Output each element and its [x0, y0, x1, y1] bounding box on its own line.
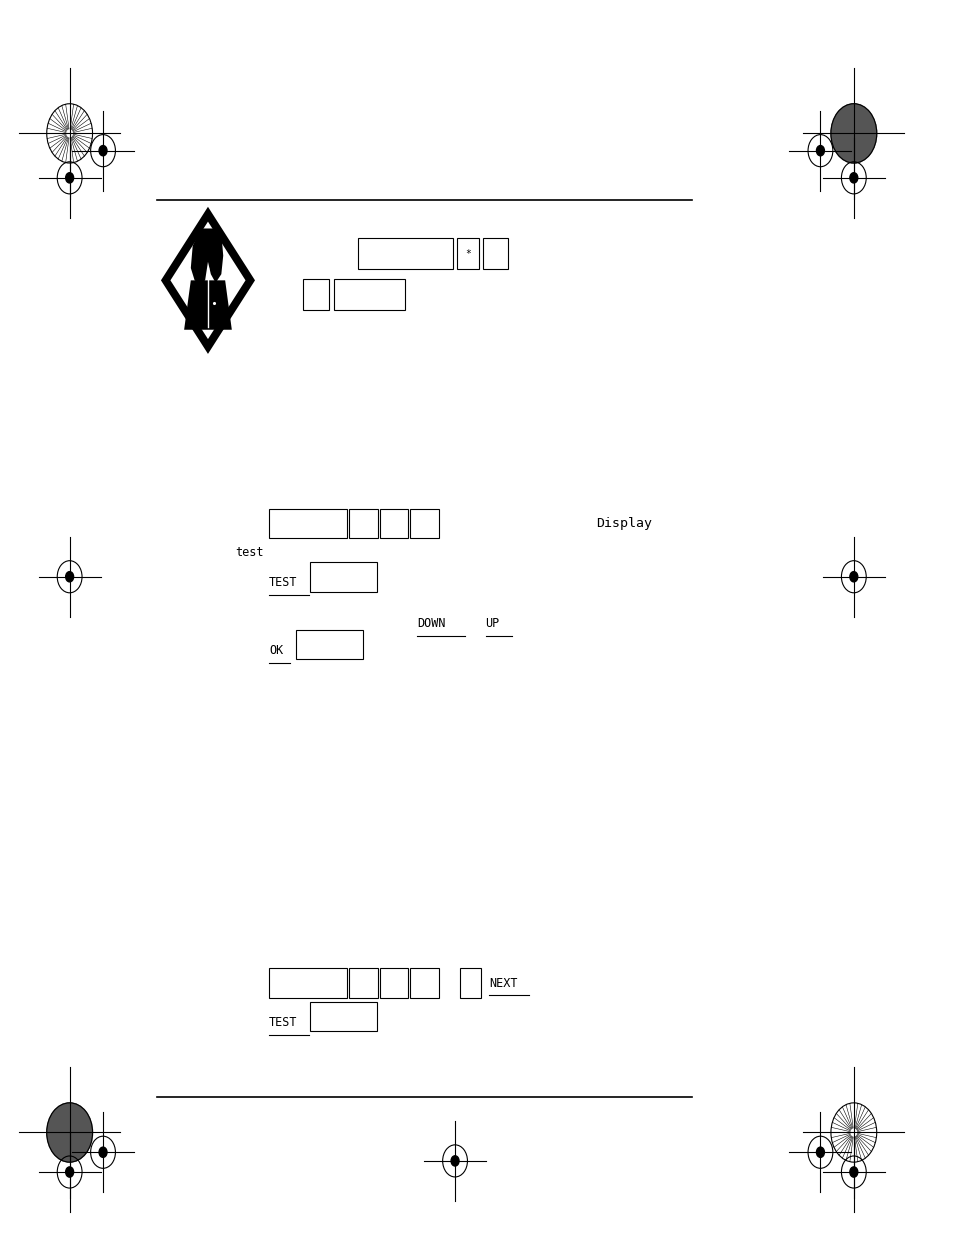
- Bar: [456, 238, 478, 269]
- Bar: [379, 509, 408, 538]
- Bar: [310, 562, 376, 592]
- Bar: [459, 968, 480, 998]
- Bar: [379, 968, 408, 998]
- Circle shape: [850, 1129, 856, 1136]
- Circle shape: [849, 173, 857, 183]
- Bar: [410, 968, 438, 998]
- Polygon shape: [171, 221, 245, 340]
- Bar: [269, 509, 347, 538]
- Text: Display: Display: [596, 517, 652, 530]
- Text: OK: OK: [269, 645, 283, 657]
- Text: NEXT: NEXT: [489, 977, 517, 989]
- Circle shape: [849, 572, 857, 582]
- Circle shape: [830, 1103, 876, 1162]
- Circle shape: [66, 173, 73, 183]
- Bar: [295, 630, 362, 659]
- Bar: [349, 968, 377, 998]
- Bar: [334, 279, 405, 310]
- Circle shape: [47, 1103, 92, 1162]
- Polygon shape: [162, 209, 253, 352]
- Bar: [310, 1002, 376, 1031]
- Circle shape: [47, 104, 92, 163]
- Polygon shape: [184, 280, 232, 330]
- Text: UP: UP: [485, 618, 499, 630]
- Circle shape: [849, 1167, 857, 1177]
- Text: TEST: TEST: [269, 1016, 297, 1029]
- Text: test: test: [235, 546, 264, 558]
- Text: TEST: TEST: [269, 577, 297, 589]
- Polygon shape: [191, 228, 223, 284]
- Circle shape: [66, 1167, 73, 1177]
- Text: DOWN: DOWN: [416, 618, 445, 630]
- Circle shape: [816, 146, 823, 156]
- Bar: [303, 279, 329, 310]
- Circle shape: [99, 1147, 107, 1157]
- Bar: [410, 509, 438, 538]
- Text: *: *: [464, 248, 471, 259]
- Bar: [349, 509, 377, 538]
- Bar: [269, 968, 347, 998]
- Circle shape: [451, 1156, 458, 1166]
- Bar: [482, 238, 508, 269]
- Circle shape: [67, 130, 72, 137]
- Circle shape: [816, 1147, 823, 1157]
- Circle shape: [830, 104, 876, 163]
- Circle shape: [99, 146, 107, 156]
- Circle shape: [66, 572, 73, 582]
- Bar: [357, 238, 453, 269]
